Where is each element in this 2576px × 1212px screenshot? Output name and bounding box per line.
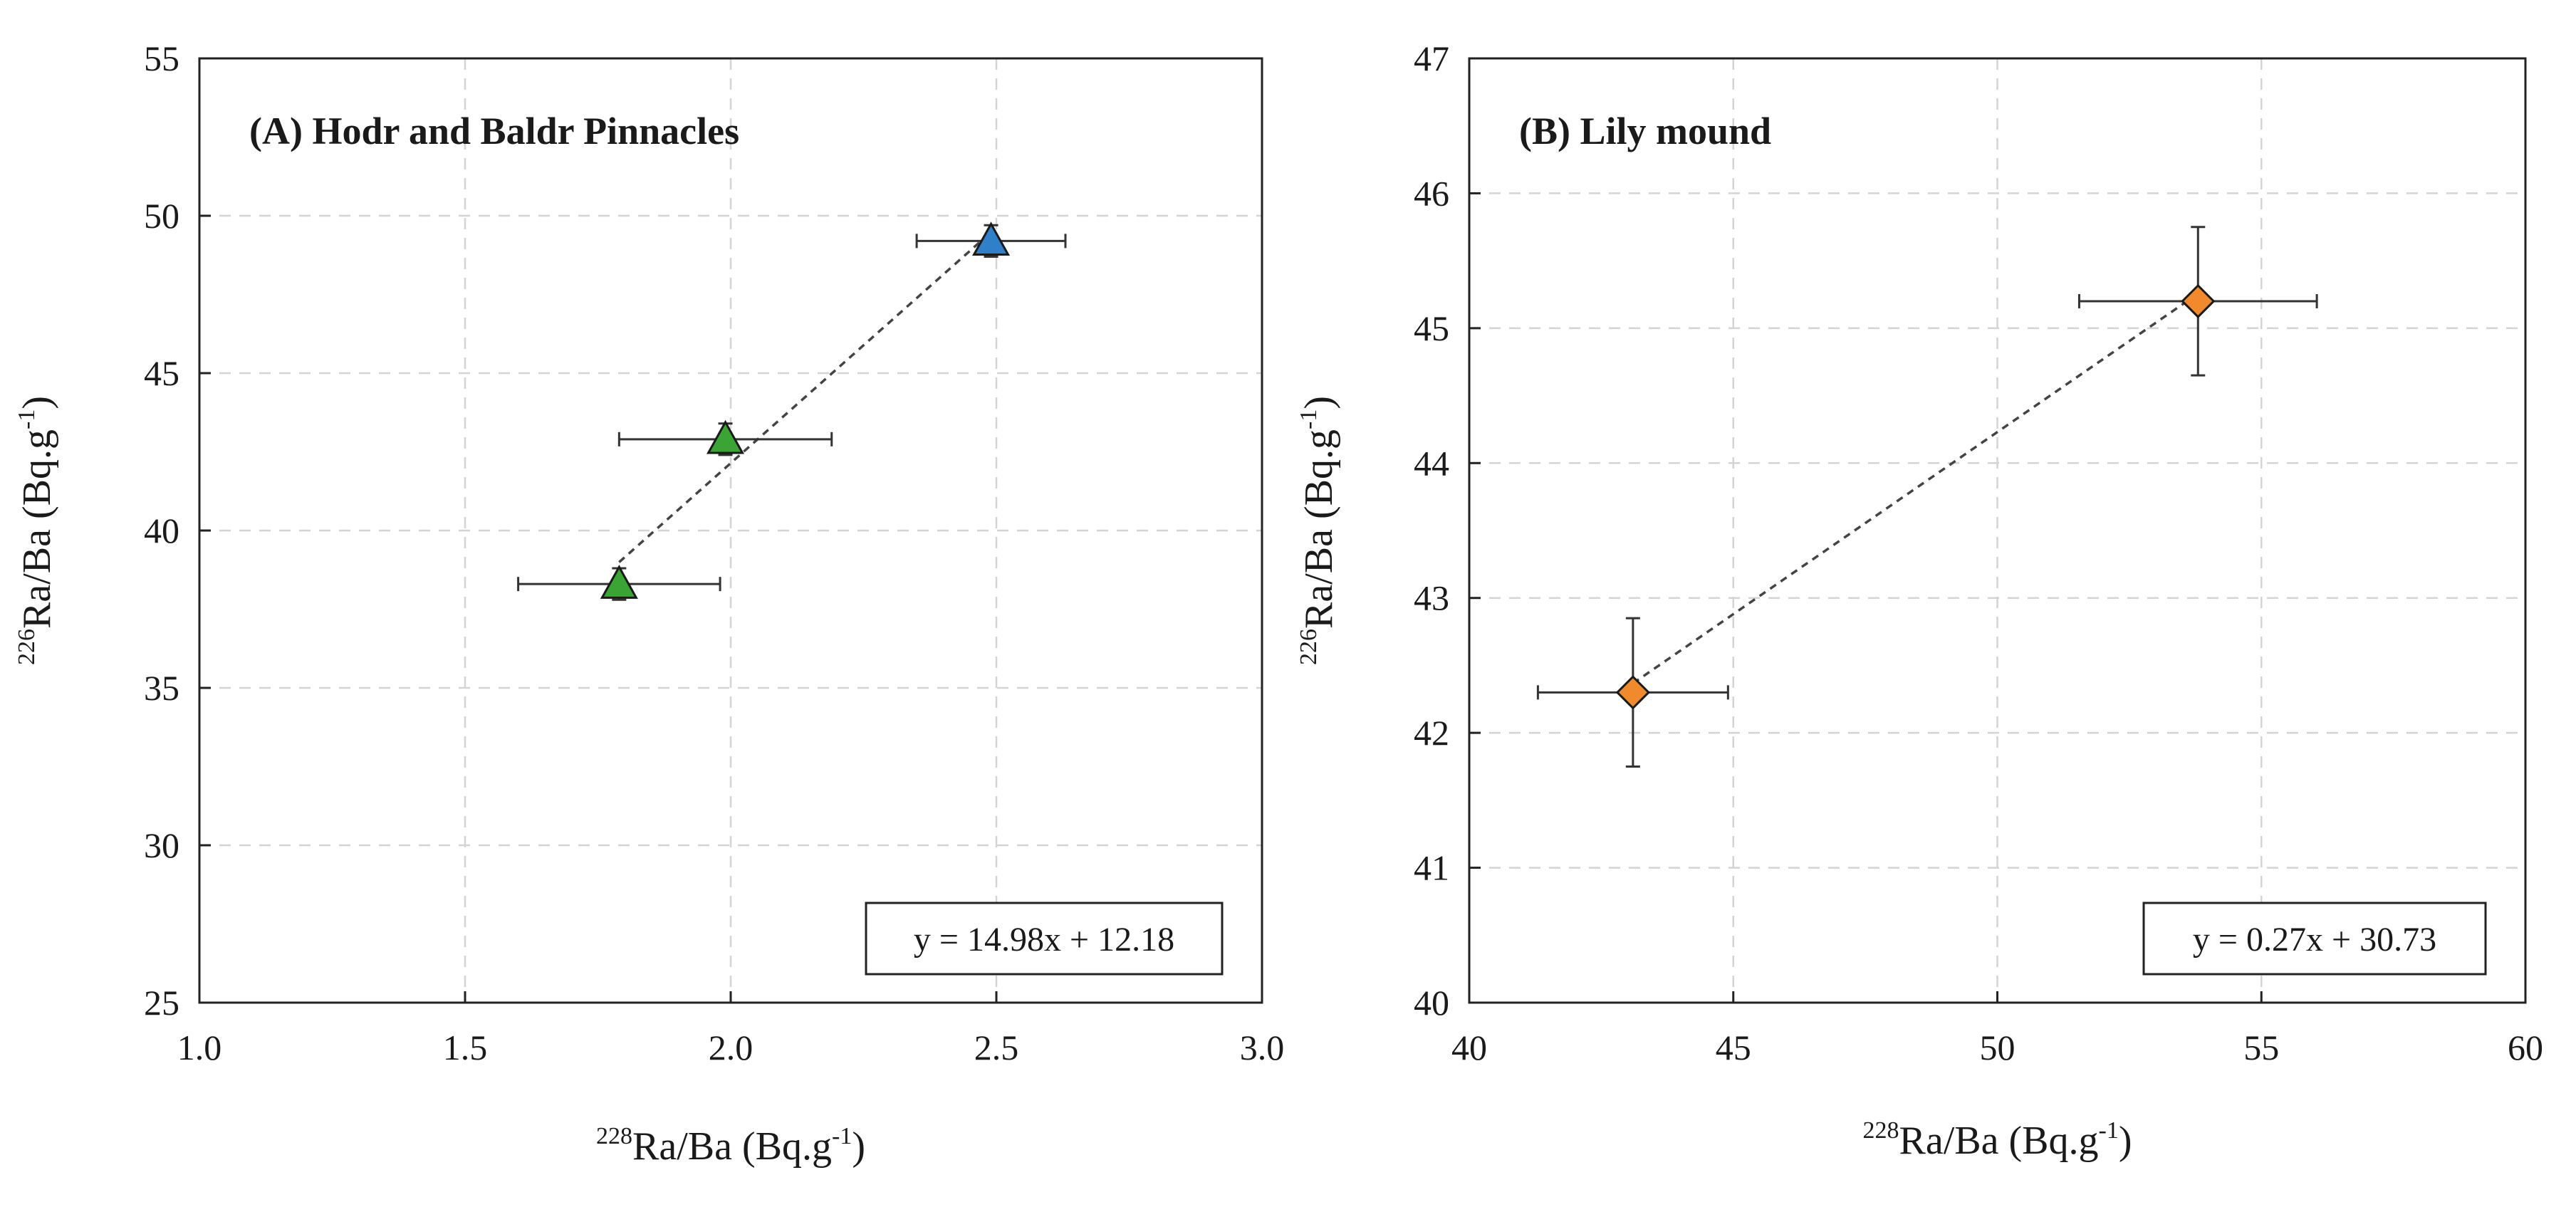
y-tick-label: 46 [1414,173,1449,213]
equation-box [2142,902,2487,976]
x-axis-label: 228Ra/Ba (Bq.g-1) [596,1123,865,1169]
data-point-triangle [600,565,638,599]
x-tick-label: 60 [2508,1028,2543,1067]
x-axis-label-exponent: -1 [2099,1117,2119,1144]
y-tick-label: 47 [1414,38,1449,78]
y-tick-label: 42 [1414,713,1449,753]
y-tick-label: 25 [144,983,179,1023]
trendline [1632,292,2199,685]
x-tick-label: 55 [2243,1028,2279,1067]
x-tick-label: 1.5 [443,1028,488,1067]
x-axis-label-text: Ra/Ba (Bq.g [1899,1119,2099,1163]
y-tick-label: 40 [144,511,179,550]
y-axis-label-close: ) [1297,396,1341,409]
x-axis-label-text: Ra/Ba (Bq.g [632,1124,832,1169]
x-tick-label: 1.0 [177,1028,222,1067]
panel-title: (A) Hodr and Baldr Pinnacles [249,110,739,152]
y-tick-label: 35 [144,668,179,708]
data-point-triangle [706,419,745,454]
x-axis-label-isotope: 228 [596,1123,632,1149]
x-tick-label: 45 [1716,1028,1751,1067]
y-axis-label-text: Ra/Ba (Bq.g [15,429,59,629]
y-tick-label: 41 [1414,848,1449,888]
regression-equation: y = 0.27x + 30.73 [2193,921,2436,958]
y-tick-label: 55 [144,38,179,78]
y-tick-label: 45 [144,353,179,393]
panel-title: (B) Lily mound [1519,110,1771,152]
x-tick-label: 50 [1980,1028,2016,1067]
x-axis-label: 228Ra/Ba (Bq.g-1) [1863,1117,2132,1163]
y-axis-label-isotope: 226 [1295,629,1322,665]
y-axis-label: 226Ra/Ba (Bq.g-1) [1295,396,1341,665]
y-tick-label: 40 [1414,983,1449,1023]
x-tick-label: 40 [1451,1028,1487,1067]
y-axis-label-exponent: -1 [14,409,40,429]
y-tick-label: 50 [144,196,179,236]
y-axis-label-isotope: 226 [14,629,40,665]
y-axis-label: 226Ra/Ba (Bq.g-1) [14,396,59,665]
data-point-diamond [2181,283,2216,319]
x-tick-label: 2.0 [709,1028,753,1067]
x-tick-label: 2.5 [974,1028,1019,1067]
regression-equation: y = 14.98x + 12.18 [914,921,1174,958]
y-tick-label: 44 [1414,443,1449,483]
y-axis-label-close: ) [15,396,59,409]
y-tick-label: 45 [1414,308,1449,348]
data-point-diamond [1615,675,1650,710]
trendline [618,231,992,563]
x-axis-label-exponent: -1 [832,1123,852,1149]
x-axis-label-close: ) [852,1124,865,1169]
x-tick-label: 3.0 [1240,1028,1285,1067]
x-axis-label-close: ) [2119,1119,2132,1163]
y-axis-label-exponent: -1 [1295,409,1322,429]
y-tick-label: 30 [144,825,179,865]
equation-box [865,902,1224,976]
y-tick-label: 43 [1414,578,1449,618]
x-axis-label-isotope: 228 [1863,1117,1899,1144]
y-axis-label-text: Ra/Ba (Bq.g [1297,429,1341,629]
data-point-triangle [971,221,1011,256]
